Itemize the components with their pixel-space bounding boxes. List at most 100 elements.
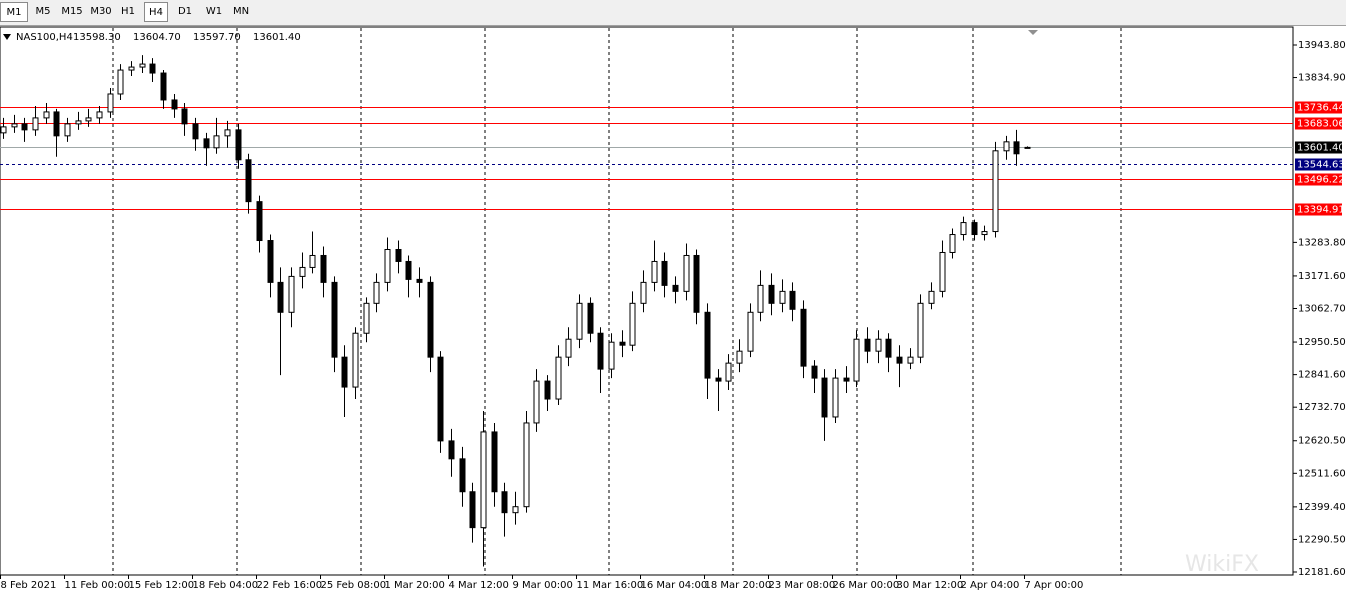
candle-body [789, 290, 796, 310]
candle-body [949, 234, 956, 253]
candle-body [213, 135, 220, 149]
candle-body [331, 281, 338, 358]
candle-body [352, 332, 359, 388]
candle-body [64, 123, 71, 137]
y-tick-label: 13943.80 [1298, 40, 1346, 51]
y-tick-label: 12511.60 [1298, 468, 1346, 479]
candle-body [288, 275, 295, 313]
candle-body [864, 338, 871, 352]
candle-body [469, 491, 476, 529]
timeframe-button[interactable]: M1 [0, 2, 28, 22]
candle-body [395, 248, 402, 262]
y-tick-label: 12950.50 [1298, 337, 1346, 348]
level-label-box [1295, 203, 1342, 216]
candle-body [917, 302, 924, 358]
candle-body [981, 231, 988, 236]
x-tick-label: 4 Mar 12:00 [449, 580, 509, 591]
level-label-box [1295, 158, 1342, 171]
timeframe-button[interactable]: H4 [144, 2, 168, 22]
candle-body [885, 338, 892, 358]
candles [0, 55, 1031, 567]
candle-body [533, 380, 540, 424]
x-tick-label: 11 Feb 00:00 [65, 580, 131, 591]
candle-body [960, 222, 967, 236]
candle-body [501, 491, 508, 514]
y-tick-label: 12620.50 [1298, 436, 1346, 447]
candle-body [757, 284, 764, 313]
candle-body [597, 332, 604, 370]
level-label: 13496.22 [1297, 175, 1345, 186]
level-label: 13601.40 [1297, 143, 1345, 154]
candle-body [704, 311, 711, 379]
y-tick-label: 13062.70 [1298, 303, 1346, 314]
level-label: 13736.44 [1297, 103, 1345, 114]
candle-body [203, 138, 210, 149]
timeframe-button[interactable]: W1 [205, 6, 223, 17]
y-tick-label: 12841.60 [1298, 370, 1346, 381]
candle-body [907, 356, 914, 364]
candle-body [427, 281, 434, 358]
candle-body [843, 377, 850, 382]
y-tick-label: 12399.40 [1298, 502, 1346, 513]
candle-body [128, 66, 135, 71]
level-label-box [1295, 101, 1342, 114]
timeframe-button[interactable]: MN [232, 6, 250, 17]
candle-body [363, 302, 370, 334]
candle-body [619, 341, 626, 346]
candle-body [629, 302, 636, 346]
candle-body [320, 254, 327, 283]
candle-body [96, 111, 103, 119]
timeframe-button[interactable]: M30 [90, 6, 112, 17]
level-label: 13683.06 [1297, 119, 1345, 130]
x-tick-label: 11 Mar 16:00 [577, 580, 644, 591]
candle-body [11, 123, 18, 128]
x-tick-label: 30 Mar 12:00 [897, 580, 964, 591]
candle-body [853, 338, 860, 382]
candle-body [256, 201, 263, 242]
candle-body [117, 69, 124, 95]
x-tick-label: 16 Mar 04:00 [641, 580, 708, 591]
candle-body [43, 111, 50, 119]
x-tick-label: 18 Feb 04:00 [193, 580, 259, 591]
timeframe-button[interactable]: M15 [61, 6, 83, 17]
candle-body [139, 63, 146, 68]
timeframe-button[interactable]: M5 [35, 6, 51, 17]
y-tick-label: 12732.70 [1298, 402, 1346, 413]
y-tick-label: 13834.90 [1298, 73, 1346, 84]
candle-body [939, 251, 946, 292]
candle-body [384, 248, 391, 283]
header-arrow [3, 34, 11, 40]
watermark: WikiFX [1185, 552, 1259, 577]
candle-body [267, 240, 274, 283]
ohlc-value: 13604.70 [133, 32, 181, 43]
candle-body [299, 266, 306, 277]
candle-body [309, 254, 316, 268]
x-tick-label: 15 Feb 12:00 [129, 580, 195, 591]
candle-body [565, 338, 572, 358]
candle-body [715, 377, 722, 382]
candle-body [224, 129, 231, 137]
candle-body [416, 278, 423, 283]
y-tick-label: 13171.60 [1298, 271, 1346, 282]
x-tick-label: 23 Mar 08:00 [769, 580, 836, 591]
timeframe-button[interactable]: H1 [121, 6, 135, 17]
candle-body [683, 254, 690, 292]
ohlc-value: 13598.30 [73, 32, 121, 43]
ohlc-value: 13601.40 [253, 32, 301, 43]
candle-body [832, 377, 839, 418]
candle-body [1003, 141, 1010, 152]
candle-body [928, 290, 935, 304]
candle-body [245, 159, 252, 203]
candle-body [512, 506, 519, 514]
candle-body [747, 311, 754, 352]
timeframe-button[interactable]: D1 [177, 6, 193, 17]
candle-body [640, 281, 647, 304]
candle-body [651, 260, 658, 283]
candle-body [971, 222, 978, 236]
x-tick-label: 9 Mar 00:00 [513, 580, 573, 591]
x-tick-label: 22 Feb 16:00 [257, 580, 323, 591]
shift-marker [1028, 30, 1038, 35]
candle-body [107, 93, 114, 113]
